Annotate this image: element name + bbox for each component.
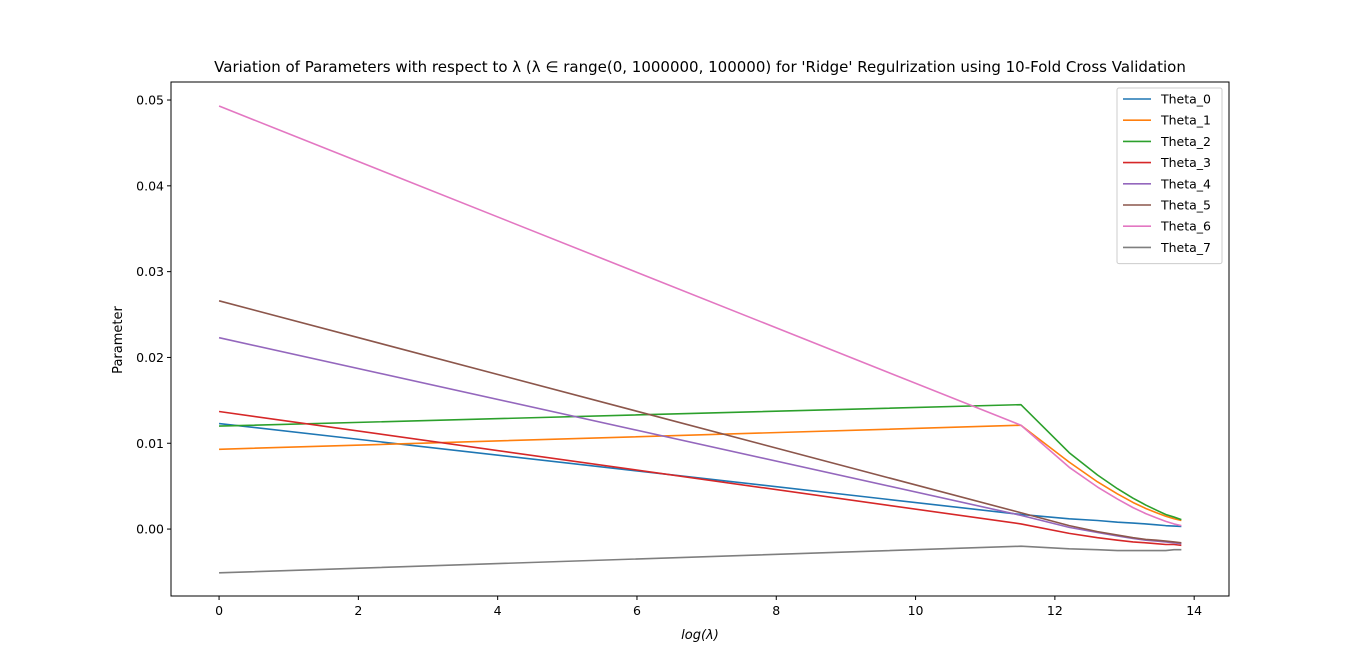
series-line-theta-5	[218, 300, 1182, 544]
x-tick-label: 2	[354, 603, 362, 618]
legend-label: Theta_5	[1160, 198, 1211, 213]
y-axis-label: Parameter	[111, 306, 126, 374]
series-line-theta-2	[219, 403, 1182, 521]
series-line-theta-4	[218, 336, 1182, 545]
y-tick-label: 0.02	[136, 350, 164, 365]
x-tick-label: 4	[494, 603, 502, 618]
legend-label: Theta_2	[1160, 134, 1211, 149]
legend-label: Theta_3	[1160, 155, 1211, 170]
legend-label: Theta_1	[1160, 113, 1211, 128]
series-line-theta-1	[219, 424, 1182, 522]
y-tick-label: 0.00	[136, 522, 164, 537]
plot-frame	[170, 81, 1230, 597]
series-line-theta-0	[218, 422, 1182, 528]
series-line-theta-7	[219, 545, 1182, 574]
x-axis-label: log(λ)	[681, 628, 719, 643]
chart-title: Variation of Parameters with respect to …	[214, 58, 1186, 76]
x-tick-label: 10	[908, 603, 924, 618]
x-tick-label: 0	[215, 603, 223, 618]
x-tick-label: 6	[633, 603, 641, 618]
legend-box	[1116, 87, 1223, 265]
plot-area	[218, 105, 1182, 574]
legend-label: Theta_0	[1160, 92, 1211, 107]
y-tick-label: 0.04	[136, 178, 164, 193]
series-line-theta-3	[218, 410, 1182, 547]
x-tick-label: 14	[1186, 603, 1202, 618]
axes: 0 2 4 6 8 10 12 14 0.00 0.01 0.02 0.03 0.04 0.05	[136, 81, 1230, 618]
legend-label: Theta_7	[1160, 240, 1211, 255]
legend-label: Theta_6	[1160, 219, 1211, 234]
y-tick-label: 0.01	[136, 436, 164, 451]
series-line-theta-6	[218, 105, 1182, 527]
x-tick-label: 8	[772, 603, 780, 618]
legend: Theta_0 Theta_1 Theta_2 Theta_3 Theta_4 Theta…	[1116, 87, 1223, 265]
y-tick-label: 0.05	[136, 93, 164, 108]
y-tick-label: 0.03	[136, 264, 164, 279]
legend-label: Theta_4	[1160, 176, 1211, 191]
x-tick-label: 12	[1047, 603, 1063, 618]
